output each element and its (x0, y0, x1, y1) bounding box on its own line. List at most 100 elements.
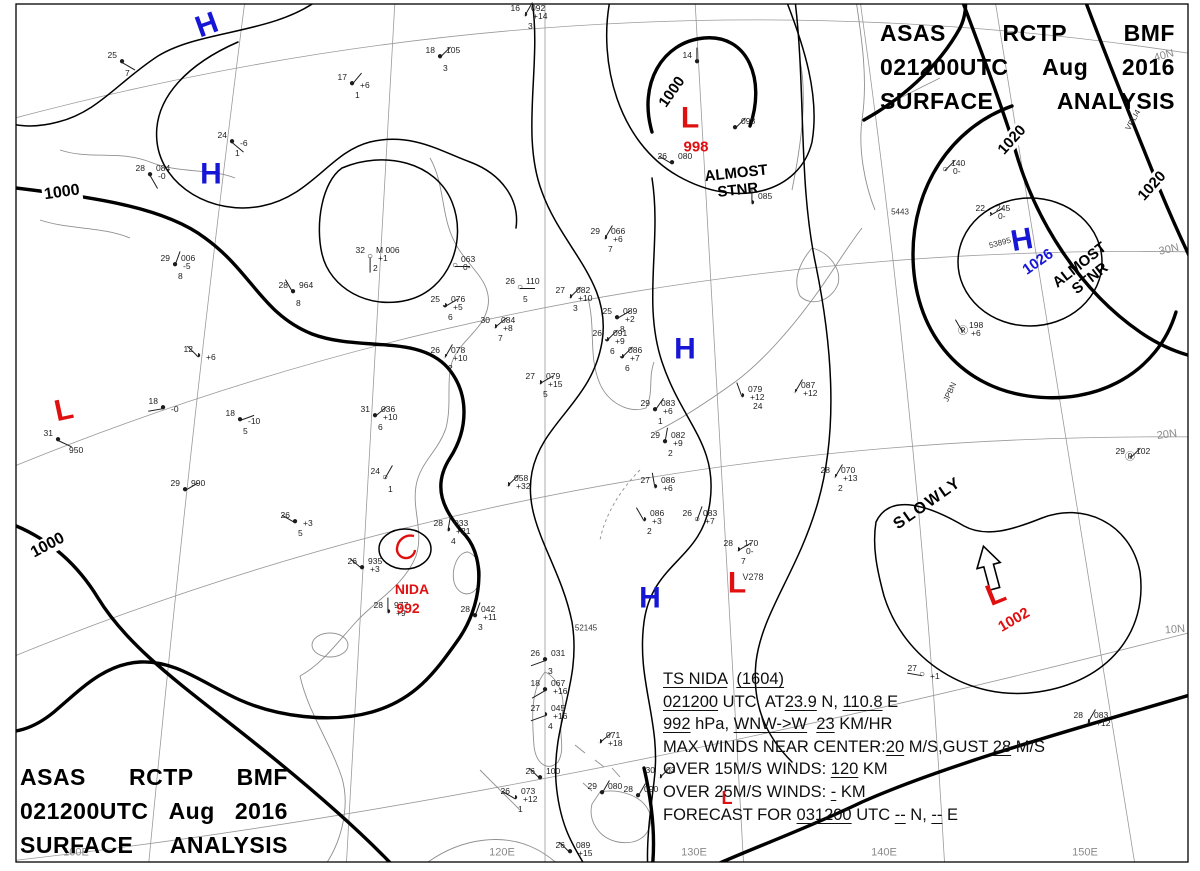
grid-label-120e: 120E (489, 846, 515, 859)
storm-info-token: WNW->W (733, 715, 808, 734)
station-sky-symbol: ○ (918, 668, 926, 680)
title-word: 021200UTC (880, 54, 1009, 80)
station-sky-symbol: ◔ (986, 208, 994, 220)
station-sky-symbol: ◑ (734, 543, 742, 555)
station-temp: 22 (975, 202, 985, 213)
station-change: +6 (613, 234, 623, 244)
storm-pressure-label: 992 (396, 599, 420, 616)
station-sky-symbol: ● (436, 50, 444, 62)
station-pressure: 092 (531, 2, 546, 13)
station-change: +10 (383, 412, 398, 422)
pressure-center-L: L (721, 788, 733, 809)
station-sky-symbol: ◔ (441, 350, 449, 362)
station-temp: 26 (500, 785, 510, 796)
station-dewpoint: 3 (573, 303, 578, 313)
station-temp: 28 (460, 603, 470, 614)
storm-info-token: TS NIDA (663, 670, 728, 688)
station-change: +3 (652, 516, 662, 526)
station-change: +16 (553, 686, 568, 696)
station-sky-symbol: ● (371, 409, 379, 421)
storm-info-token: 031200 (796, 805, 852, 824)
station-temp: 27 (907, 662, 917, 673)
station-pressure: 036 (381, 403, 396, 414)
station-sky-symbol: ◑ (640, 513, 648, 525)
station-change: +9 (673, 438, 683, 448)
station-change: +12 (1096, 718, 1111, 728)
station-pressure: 084 (501, 314, 516, 325)
station-sky-symbol: ● (181, 483, 189, 495)
storm-info-token: 23 (816, 715, 835, 734)
ship-id-label: V278 (742, 571, 764, 582)
station-id-label: 52145 (574, 623, 598, 633)
station-dewpoint: 6 (610, 346, 615, 356)
station-dewpoint: 1 (518, 804, 523, 814)
station-sky-symbol: ○ (516, 281, 524, 293)
station-temp: 32 (355, 244, 365, 255)
storm-info-token: OVER 15M/S WINDS: (663, 760, 831, 779)
station-change: +6 (663, 406, 673, 416)
station-pressure: 091 (613, 327, 628, 338)
station-change: +12 (523, 794, 538, 804)
storm-info-token (807, 715, 816, 733)
storm-info-line: 992 hPa, WNW->W 23 KM/HR (663, 713, 1045, 736)
station-temp: 25 (602, 305, 612, 316)
station-temp: 27 (555, 284, 565, 295)
storm-info-token: KM (836, 782, 866, 801)
station-sky-symbol: ◑ (511, 791, 519, 803)
station-change: +6 (360, 80, 370, 90)
station-pressure: 977 (394, 599, 409, 610)
station-sky-symbol: ● (661, 435, 669, 447)
station-temp: 12 (183, 343, 193, 354)
station-pressure: 070 (841, 464, 856, 475)
station-change: 0- (998, 211, 1006, 221)
station-pressure: 073 (521, 785, 536, 796)
station-temp: 28 (820, 464, 830, 475)
storm-info-token: KM (858, 760, 888, 779)
station-temp: 28 (433, 517, 443, 528)
station-pressure: 042 (481, 603, 496, 614)
storm-info-line: MAX WINDS NEAR CENTER:20 M/S,GUST 28 M/S (663, 736, 1045, 759)
station-pressure: 082 (576, 284, 591, 295)
station-pressure: 079 (748, 383, 763, 394)
station-temp: 17 (337, 71, 347, 82)
station-change: +3 (303, 518, 313, 528)
title-word: SURFACE (880, 88, 994, 114)
station-sky-symbol: ● (613, 311, 621, 323)
station-sky-symbol: ● (289, 285, 297, 297)
station-temp: 29 (640, 397, 650, 408)
station-dewpoint: 7 (741, 556, 746, 566)
station-temp: 24 (217, 129, 227, 140)
station-pressure: 033 (454, 517, 469, 528)
station-sky-symbol: ● (541, 653, 549, 665)
station-pressure: 087 (801, 379, 816, 390)
station-pressure: 045 (551, 702, 566, 713)
station-temp: 16 (510, 2, 520, 13)
station-temp: 27 (525, 370, 535, 381)
storm-info-block: TS NIDA (1604) 021200 UTC AT23.9 N, 110.8… (663, 668, 1045, 826)
station-sky-symbol: Ⓡ (958, 325, 968, 337)
station-sky-symbol: ● (566, 845, 574, 857)
station-sky-symbol: ◕ (618, 350, 626, 362)
grid-label-100e: 100E (63, 846, 89, 859)
storm-info-token: M/S,GUST (904, 737, 993, 756)
isobar-nida-eye (378, 528, 432, 570)
storm-info-token: 20 (885, 737, 905, 756)
storm-info-token: -- (931, 805, 943, 824)
isobar-bottom-center (642, 766, 656, 862)
title-line: ASAS RCTP BMF (880, 16, 1175, 50)
station-temp: 28 (135, 162, 145, 173)
grid-label-140e: 140E (871, 846, 897, 859)
station-sky-symbol: ● (171, 258, 179, 270)
storm-info-line: OVER 25M/S WINDS: - KM (663, 781, 1045, 804)
station-temp: 29 (590, 225, 600, 236)
station-change: +12 (803, 388, 818, 398)
station-temp: 30 (480, 314, 490, 325)
isobar-1000-low998 (646, 36, 758, 134)
station-sky-symbol: ◕ (603, 333, 611, 345)
station-pressure: 083 (1094, 709, 1109, 720)
station-sky-symbol: ◑ (601, 231, 609, 243)
station-temp: 26 (657, 150, 667, 161)
station-dewpoint: 3 (478, 622, 483, 632)
station-temp: 29 (650, 429, 660, 440)
